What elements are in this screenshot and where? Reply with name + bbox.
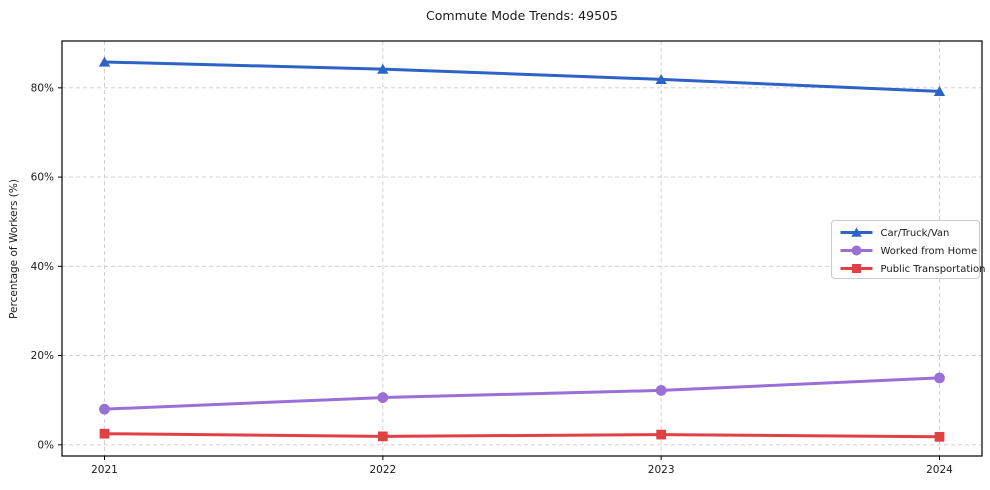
data-point-marker bbox=[99, 403, 110, 415]
data-point-marker bbox=[852, 264, 861, 273]
y-tick-label: 0% bbox=[37, 439, 54, 451]
data-point-marker bbox=[655, 385, 667, 396]
legend-label: Car/Truck/Van bbox=[881, 228, 950, 239]
data-point-marker bbox=[377, 431, 388, 442]
legend: Car/Truck/Van Worked from Home Public Tran… bbox=[831, 220, 986, 279]
x-axis: 2021 2022 2023 2024 bbox=[91, 456, 953, 476]
legend-entry: Car/Truck/Van bbox=[840, 227, 950, 239]
data-point-marker bbox=[933, 86, 946, 97]
series-car-truck-van bbox=[98, 56, 946, 97]
data-point-marker bbox=[99, 428, 110, 439]
data-point-marker bbox=[851, 227, 862, 237]
chart-title: Commute Mode Trends: 49505 bbox=[426, 8, 618, 23]
y-axis-label: Percentage of Workers (%) bbox=[8, 179, 20, 319]
axes-box bbox=[61, 40, 983, 457]
legend-label: Public Transportation bbox=[881, 264, 986, 275]
legend-box bbox=[831, 220, 980, 279]
data-point-marker bbox=[934, 431, 945, 442]
series-public-transportation bbox=[99, 428, 945, 442]
data-point-marker bbox=[377, 63, 389, 74]
data-point-marker bbox=[851, 245, 862, 256]
legend-entry: Worked from Home bbox=[840, 245, 978, 257]
data-point-marker bbox=[656, 429, 667, 440]
data-point-marker bbox=[655, 73, 667, 84]
legend-label: Worked from Home bbox=[881, 246, 978, 257]
series-line bbox=[103, 60, 941, 93]
series-line bbox=[103, 376, 941, 411]
data-point-marker bbox=[934, 372, 945, 384]
y-axis: 0% 20% 40% 60% 80% bbox=[31, 82, 62, 451]
y-tick-label: 40% bbox=[31, 261, 54, 273]
data-point-marker bbox=[98, 56, 111, 67]
x-tick-label: 2024 bbox=[926, 464, 953, 476]
x-tick-label: 2022 bbox=[369, 464, 396, 476]
y-tick-label: 60% bbox=[31, 172, 54, 184]
data-point-marker bbox=[377, 392, 389, 403]
series-worked-from-home bbox=[99, 372, 945, 415]
y-tick-label: 20% bbox=[31, 350, 54, 362]
x-tick-label: 2023 bbox=[648, 464, 675, 476]
legend-entry: Public Transportation bbox=[840, 264, 986, 275]
series-line bbox=[103, 432, 941, 439]
x-tick-label: 2021 bbox=[91, 464, 118, 476]
y-tick-label: 80% bbox=[31, 82, 54, 94]
